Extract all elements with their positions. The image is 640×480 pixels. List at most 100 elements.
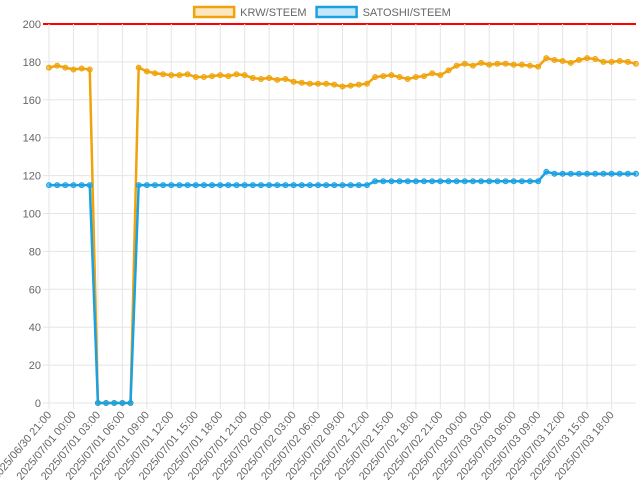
- data-point: [494, 60, 501, 67]
- data-point: [567, 59, 574, 66]
- data-point: [249, 182, 256, 189]
- data-point: [372, 74, 379, 81]
- data-point: [151, 182, 158, 189]
- data-point: [616, 170, 623, 177]
- data-point: [323, 182, 330, 189]
- data-point: [421, 178, 428, 185]
- data-point: [168, 72, 175, 79]
- data-point: [551, 57, 558, 64]
- data-point: [225, 182, 232, 189]
- data-point: [510, 178, 517, 185]
- data-point: [241, 72, 248, 79]
- data-point: [584, 170, 591, 177]
- data-point: [111, 400, 118, 406]
- data-point: [282, 75, 289, 82]
- data-point: [160, 182, 167, 189]
- data-point: [86, 182, 93, 189]
- data-point: [46, 64, 52, 71]
- data-point: [355, 182, 362, 189]
- y-tick-label: 80: [29, 246, 41, 258]
- y-tick-label: 60: [29, 284, 41, 296]
- data-point: [412, 74, 419, 81]
- data-point: [184, 182, 191, 189]
- data-point: [510, 61, 517, 68]
- data-point: [518, 61, 525, 68]
- data-point: [86, 66, 93, 73]
- data-point: [535, 178, 542, 185]
- legend-label: KRW/STEEM: [240, 7, 306, 19]
- data-point: [478, 59, 485, 66]
- legend-swatch: [192, 5, 236, 19]
- data-point: [584, 55, 591, 62]
- data-point: [274, 182, 281, 189]
- data-point: [225, 73, 232, 80]
- data-point: [600, 58, 607, 65]
- y-tick-label: 100: [23, 209, 41, 221]
- data-point: [241, 182, 248, 189]
- data-point: [257, 75, 264, 82]
- y-tick-label: 20: [29, 360, 41, 372]
- data-point: [143, 182, 150, 189]
- data-point: [306, 80, 313, 87]
- data-point: [217, 72, 224, 79]
- data-point: [168, 182, 175, 189]
- y-tick-label: 160: [23, 95, 41, 107]
- data-point: [274, 76, 281, 83]
- data-point: [453, 178, 460, 185]
- data-point: [78, 182, 85, 189]
- data-point: [535, 63, 542, 70]
- data-point: [363, 182, 370, 189]
- data-point: [266, 75, 273, 82]
- data-point: [290, 182, 297, 189]
- data-point: [453, 62, 460, 69]
- data-point: [249, 75, 256, 82]
- data-point: [445, 178, 452, 185]
- legend-item[interactable]: KRW/STEEM: [192, 5, 307, 19]
- legend-swatch: [315, 5, 358, 19]
- data-point: [624, 170, 631, 177]
- data-point: [233, 71, 240, 78]
- y-tick-label: 0: [35, 398, 41, 410]
- data-point: [192, 182, 199, 189]
- y-tick-label: 120: [23, 171, 41, 183]
- data-point: [624, 58, 631, 65]
- y-tick-label: 40: [29, 322, 41, 334]
- data-point: [54, 62, 61, 69]
- data-point: [600, 170, 607, 177]
- data-point: [347, 182, 354, 189]
- data-point: [478, 178, 485, 185]
- data-point: [559, 170, 566, 177]
- data-point: [339, 182, 346, 189]
- data-point: [233, 182, 240, 189]
- data-point: [209, 73, 216, 80]
- data-point: [461, 178, 468, 185]
- data-point: [633, 60, 639, 67]
- data-point: [633, 170, 639, 177]
- data-point: [298, 182, 305, 189]
- data-point: [217, 182, 224, 189]
- data-point: [135, 64, 142, 71]
- data-point: [412, 178, 419, 185]
- data-point: [315, 80, 322, 87]
- data-point: [184, 71, 191, 78]
- data-point: [372, 178, 379, 185]
- data-point: [70, 182, 77, 189]
- data-point: [380, 178, 387, 185]
- y-tick-label: 180: [23, 57, 41, 69]
- data-point: [527, 178, 534, 185]
- data-point: [331, 182, 338, 189]
- data-point: [592, 170, 599, 177]
- data-point: [494, 178, 501, 185]
- data-point: [518, 178, 525, 185]
- data-point: [282, 182, 289, 189]
- data-point: [94, 400, 101, 406]
- data-point: [575, 170, 582, 177]
- data-point: [257, 182, 264, 189]
- data-point: [543, 168, 550, 175]
- data-point: [363, 80, 370, 87]
- data-point: [527, 62, 534, 69]
- legend-item[interactable]: SATOSHI/STEEM: [315, 5, 451, 19]
- data-point: [103, 400, 110, 406]
- data-point: [567, 170, 574, 177]
